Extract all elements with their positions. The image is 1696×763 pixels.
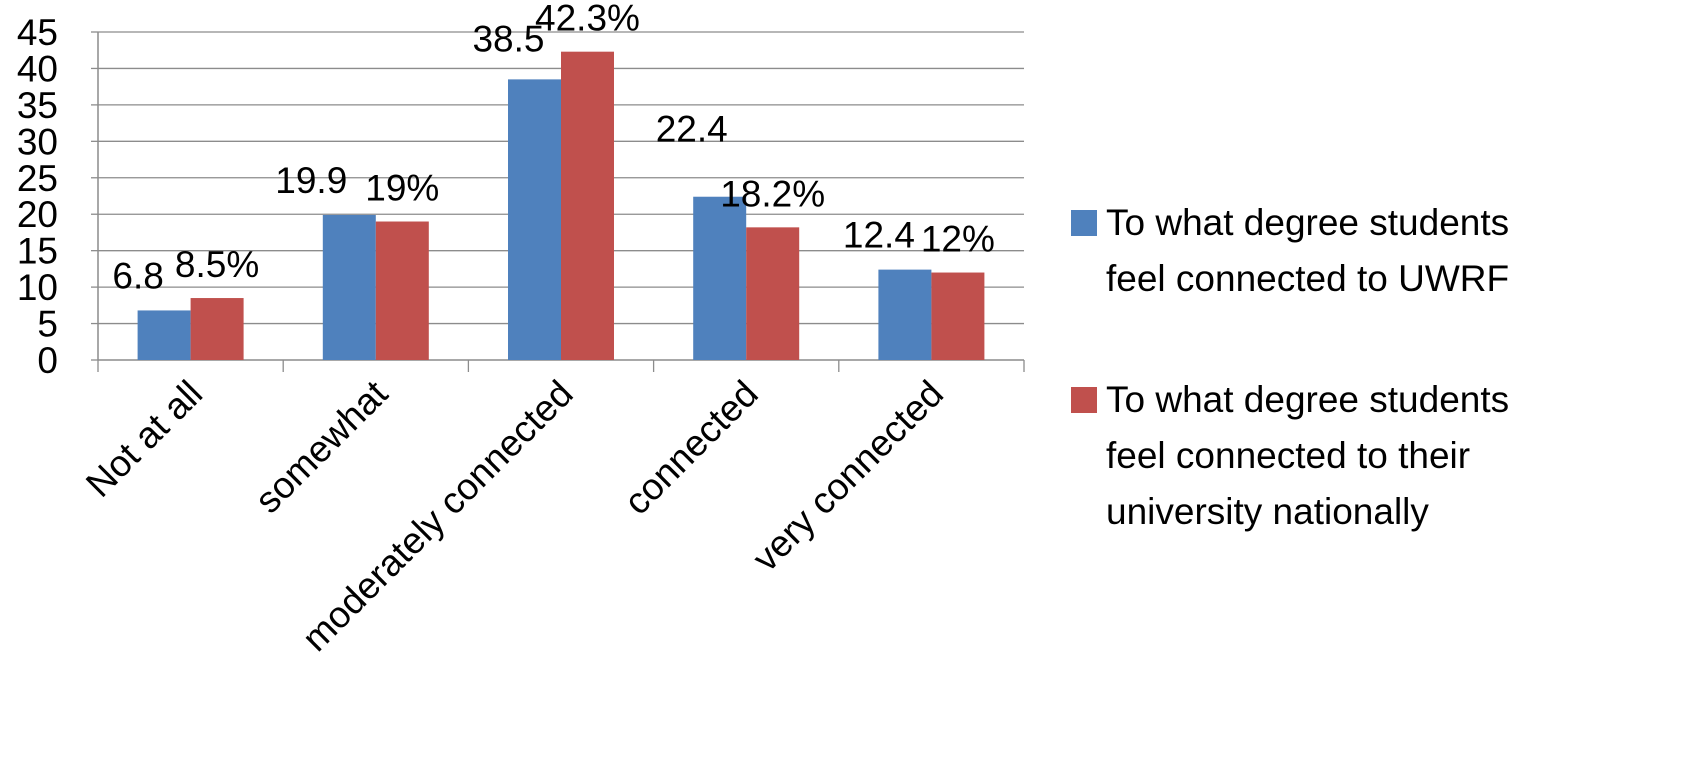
y-tick-label: 20 (17, 194, 58, 235)
data-label: 18.2% (720, 173, 825, 214)
bar-uwrf-2 (508, 79, 561, 360)
bars (137, 51, 985, 361)
legend-label: feel connected to UWRF (1106, 258, 1509, 299)
data-label: 19% (365, 168, 439, 209)
y-tick-label: 40 (17, 48, 58, 89)
x-category-label: connected (616, 373, 766, 523)
data-label: 6.8 (112, 255, 163, 296)
bar-national-4 (931, 272, 985, 360)
legend-swatch (1071, 387, 1097, 413)
data-label: 38.5 (472, 18, 544, 59)
bar-uwrf-0 (137, 310, 191, 360)
x-category-label: Not at all (78, 373, 210, 505)
y-tick-label: 30 (17, 121, 58, 162)
x-category-label: somewhat (247, 372, 396, 521)
legend-label: university nationally (1106, 491, 1429, 532)
data-label: 42.3% (535, 0, 640, 39)
legend: To what degree students feel connected to… (1071, 202, 1509, 532)
data-label: 12.4 (843, 215, 915, 256)
bar-uwrf-3 (693, 196, 747, 360)
legend-label: feel connected to their (1106, 435, 1470, 476)
y-tick-label: 25 (17, 158, 58, 199)
data-label: 8.5% (175, 244, 259, 285)
bar-uwrf-4 (878, 269, 932, 360)
bar-national-2 (561, 51, 614, 361)
bar-national-3 (746, 227, 800, 360)
data-label: 12% (921, 219, 995, 260)
y-tick-label: 0 (37, 340, 58, 381)
legend-label: To what degree students (1106, 379, 1509, 420)
y-tick-label: 5 (37, 304, 58, 345)
bar-national-0 (190, 298, 244, 360)
y-tick-label: 45 (17, 12, 58, 53)
data-label: 19.9 (275, 160, 347, 201)
y-tick-label: 10 (17, 267, 58, 308)
data-labels: 6.8 19.9 38.5 22.4 12.4 8.5% 19% 42.3% 18.2% 12% (112, 0, 995, 296)
bar-uwrf-1 (322, 214, 376, 360)
y-tick-label: 15 (17, 231, 58, 272)
legend-label: To what degree students (1106, 202, 1509, 243)
x-category-label: very connected (745, 373, 951, 579)
bar-national-1 (375, 221, 429, 360)
data-label: 22.4 (656, 109, 728, 150)
y-tick-label: 35 (17, 85, 58, 126)
legend-swatch (1071, 210, 1097, 236)
